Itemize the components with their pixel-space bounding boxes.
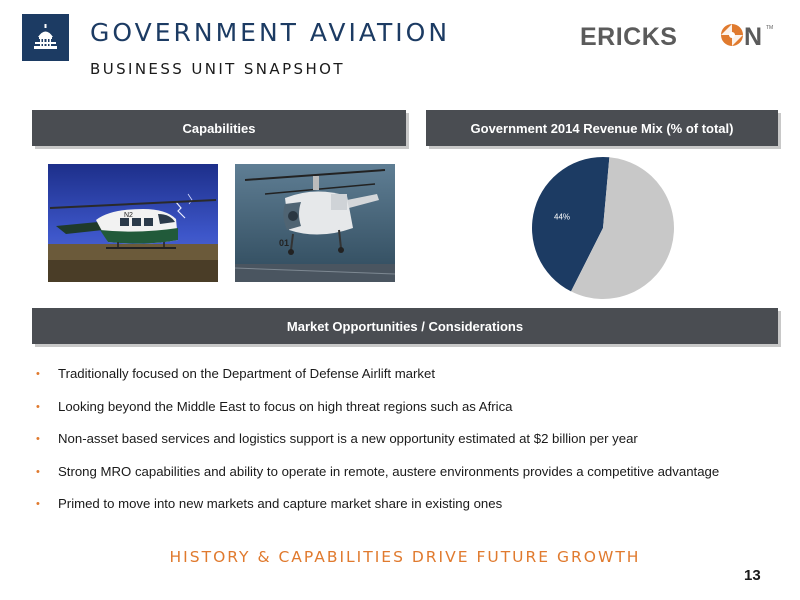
helicopter-lightning-photo: N2 [48,164,218,282]
bullet-text: Non-asset based services and logistics s… [58,431,638,446]
bullet-icon: • [36,498,40,510]
market-opportunities-list: • Traditionally focused on the Department… [36,366,719,529]
brand-logo-text: ERICKS [580,23,677,48]
pie-slice-0 [532,157,610,292]
bullet-icon: • [36,433,40,445]
list-item: • Traditionally focused on the Department… [36,366,719,382]
tail-number: N2 [124,212,133,219]
bullet-icon: • [36,400,40,413]
pie-slice-label: 44% [554,212,570,221]
pie-slice-1 [571,157,674,299]
bullet-text: Strong MRO capabilities and ability to o… [58,463,720,479]
footer-tagline: HISTORY & CAPABILITIES DRIVE FUTURE GROW… [169,548,641,566]
capitol-dome-icon [22,14,69,61]
page-title: GOVERNMENT AVIATION [90,18,451,47]
brand-logo-emblem [721,24,743,46]
page-number: 13 [744,567,761,584]
list-item: • Primed to move into new markets and cap… [36,496,719,512]
bullet-text: Traditionally focused on the Department … [58,366,436,381]
list-item: • Looking beyond the Middle East to focus… [36,399,719,415]
bullet-text: Primed to move into new markets and capt… [58,496,503,511]
helicopter-over-sea-photo: 01 [235,164,395,282]
aircraft-number: 01 [279,238,289,248]
revenue-mix-header: Government 2014 Revenue Mix (% of total) [426,110,778,146]
brand-logo-text-end: N [744,23,763,48]
capabilities-header: Capabilities [32,110,406,146]
bullet-icon: • [36,465,40,478]
page-subtitle: BUSINESS UNIT SNAPSHOT [90,60,345,78]
erickson-logo: ERICKS N TM [580,23,773,48]
market-opportunities-header: Market Opportunities / Considerations [32,308,778,344]
list-item: • Non-asset based services and logistics … [36,431,719,447]
list-item: • Strong MRO capabilities and ability to … [36,464,719,480]
bullet-icon: • [36,368,40,380]
bullet-text: Looking beyond the Middle East to focus … [58,398,513,414]
brand-trademark: TM [766,25,773,31]
revenue-mix-pie-chart: 44% [532,157,674,299]
